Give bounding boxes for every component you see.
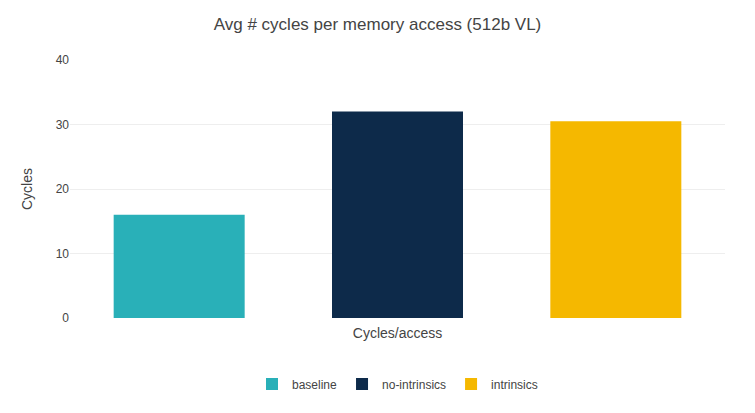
svg-text:Cycles: Cycles [19,168,35,210]
svg-text:baseline: baseline [292,378,337,392]
svg-text:0: 0 [62,311,69,325]
svg-text:Cycles/access: Cycles/access [353,325,442,341]
svg-text:Avg # cycles per memory access: Avg # cycles per memory access (512b VL) [214,15,542,34]
svg-text:40: 40 [56,53,70,67]
svg-text:no-intrinsics: no-intrinsics [382,378,446,392]
svg-text:intrinsics: intrinsics [491,378,538,392]
svg-text:10: 10 [56,247,70,261]
svg-text:30: 30 [56,118,70,132]
svg-text:20: 20 [56,182,70,196]
